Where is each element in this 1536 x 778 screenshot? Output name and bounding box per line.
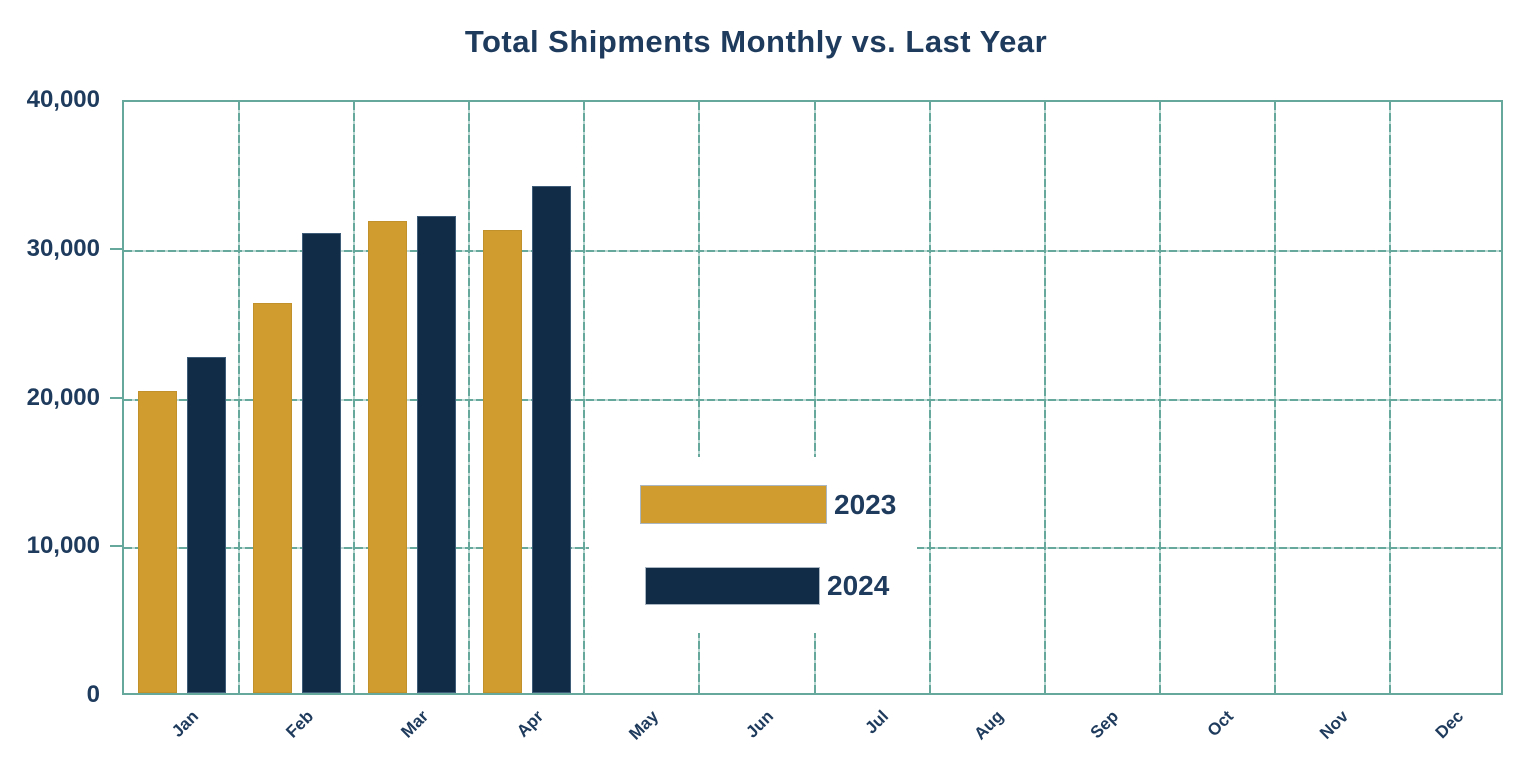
x-tick-sep: Sep [1086, 706, 1123, 743]
x-tick-jun: Jun [742, 706, 778, 742]
y-tick-30000: 30,000 [26, 234, 100, 262]
x-tick-feb: Feb [281, 706, 317, 742]
gridline-horizontal-30000 [124, 249, 1501, 252]
legend: 2023 2024 [589, 457, 917, 633]
bar-2023-mar [368, 221, 408, 693]
gridline-vertical-jul-aug [928, 102, 931, 693]
y-tick-10000: 10,000 [26, 532, 100, 560]
legend-swatch-2023 [640, 485, 827, 524]
gridline-vertical-feb-mar [353, 102, 356, 693]
gridline-vertical-aug-sep [1043, 102, 1046, 693]
y-tick-mark-30000 [110, 247, 122, 250]
bar-2024-mar [417, 215, 457, 693]
x-tick-nov: Nov [1316, 706, 1353, 743]
y-tick-40000: 40,000 [26, 86, 100, 113]
gridline-vertical-oct-nov [1273, 102, 1276, 693]
chart-title: Total Shipments Monthly vs. Last Year [464, 24, 1048, 59]
bar-2024-apr [532, 185, 572, 693]
bar-2024-jan [187, 356, 226, 693]
bar-2023-apr [483, 230, 523, 693]
legend-item-2024: 2024 [645, 567, 889, 605]
gridline-vertical-jun-jul [813, 102, 816, 693]
x-tick-jul: Jul [861, 706, 893, 738]
x-tick-oct: Oct [1203, 706, 1238, 741]
gridline-vertical-mar-apr [468, 102, 471, 693]
gridline-horizontal-20000 [124, 398, 1501, 401]
y-tick-0: 0 [86, 681, 100, 708]
legend-label-2023: 2023 [834, 488, 897, 520]
gridline-vertical-may-jun [698, 102, 701, 693]
y-tick-mark-20000 [110, 396, 122, 399]
bar-2024-feb [302, 233, 342, 693]
gridline-vertical-apr-may [583, 102, 586, 693]
gridline-vertical-jan-feb [238, 102, 241, 693]
legend-label-2024: 2024 [827, 570, 890, 601]
legend-swatch-2024 [645, 567, 820, 605]
bar-2023-feb [253, 303, 293, 693]
x-tick-jan: Jan [167, 706, 202, 741]
gridline-vertical-nov-dec [1388, 102, 1391, 693]
y-tick-mark-10000 [110, 545, 122, 548]
legend-item-2023: 2023 [640, 485, 896, 524]
x-tick-may: May [625, 706, 663, 744]
x-tick-dec: Dec [1432, 706, 1468, 743]
gridline-vertical-sep-oct [1158, 102, 1161, 693]
y-tick-20000: 20,000 [26, 383, 100, 411]
x-tick-apr: Apr [512, 706, 547, 741]
x-tick-aug: Aug [970, 706, 1008, 744]
bar-2023-jan [138, 391, 177, 693]
x-tick-mar: Mar [397, 706, 432, 742]
